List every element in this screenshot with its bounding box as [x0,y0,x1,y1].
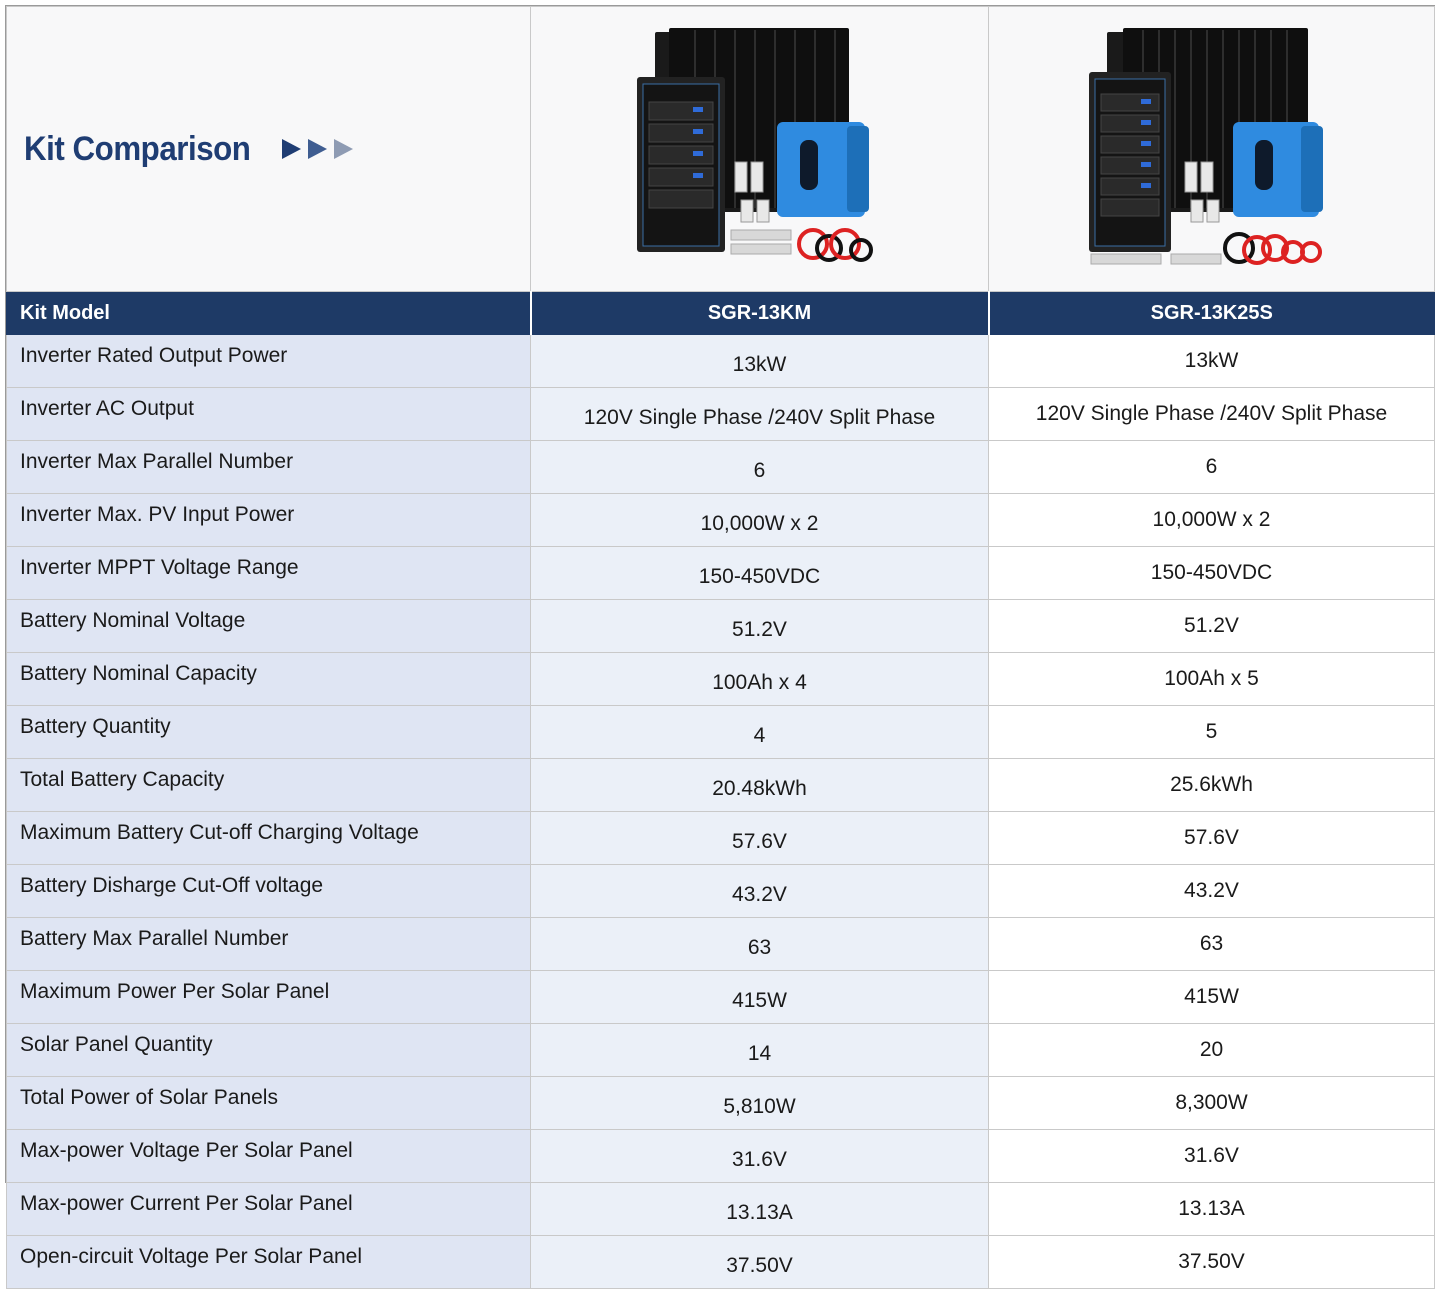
spec-label: Max-power Current Per Solar Panel [6,1182,531,1236]
spec-label: Inverter AC Output [6,387,531,441]
spec-label: Open-circuit Voltage Per Solar Panel [6,1235,531,1289]
table-row: Inverter MPPT Voltage Range 150-450VDC 150… [6,546,1435,600]
header-row: Kit Model SGR-13KM SGR-13K25S [6,291,1435,335]
page-title: Kit Comparison [24,130,360,169]
triple-arrow-icon [282,139,360,159]
spec-value-1: 5,810W [530,1076,989,1130]
spec-value-2: 31.6V [988,1129,1435,1183]
spec-value-1: 14 [530,1023,989,1077]
spec-label: Inverter Max Parallel Number [6,440,531,494]
table-row: Maximum Power Per Solar Panel 415W 415W [6,970,1435,1024]
spec-label: Inverter MPPT Voltage Range [6,546,531,600]
table-row: Battery Nominal Capacity 100Ah x 4 100Ah x… [6,652,1435,706]
spec-value-1: 63 [530,917,989,971]
page-title-text: Kit Comparison [24,129,251,168]
table-row: Battery Disharge Cut-Off voltage 43.2V 43.… [6,864,1435,918]
spec-value-1: 120V Single Phase /240V Split Phase [530,387,989,441]
spec-label: Maximum Battery Cut-off Charging Voltage [6,811,531,865]
comparison-sheet: Kit Comparison [5,5,1435,1289]
spec-value-2: 43.2V [988,864,1435,918]
table-row: Total Battery Capacity 20.48kWh 25.6kWh [6,758,1435,812]
spec-value-2: 10,000W x 2 [988,493,1435,547]
spec-label: Battery Nominal Capacity [6,652,531,706]
spec-label: Maximum Power Per Solar Panel [6,970,531,1024]
model-name-1: SGR-13KM [529,291,989,335]
spec-value-1: 13.13A [530,1182,989,1236]
spec-label: Battery Max Parallel Number [6,917,531,971]
spec-value-2: 37.50V [988,1235,1435,1289]
spec-label: Battery Nominal Voltage [6,599,531,653]
table-row: Open-circuit Voltage Per Solar Panel 37.5… [6,1235,1435,1289]
spec-value-2: 100Ah x 5 [988,652,1435,706]
spec-value-2: 150-450VDC [988,546,1435,600]
spec-label: Total Power of Solar Panels [6,1076,531,1130]
spec-value-1: 13kW [530,334,989,388]
table-row: Battery Nominal Voltage 51.2V 51.2V [6,599,1435,653]
title-cell: Kit Comparison [6,6,531,292]
spec-value-2: 13kW [988,334,1435,388]
table-row: Inverter Max Parallel Number 6 6 [6,440,1435,494]
product-image-cell-1 [530,6,989,292]
table-row: Maximum Battery Cut-off Charging Voltage… [6,811,1435,865]
spec-value-2: 20 [988,1023,1435,1077]
spec-value-2: 120V Single Phase /240V Split Phase [988,387,1435,441]
spec-value-2: 25.6kWh [988,758,1435,812]
spec-value-2: 63 [988,917,1435,971]
model-name-2: SGR-13K25S [987,291,1435,335]
spec-label: Solar Panel Quantity [6,1023,531,1077]
spec-value-1: 415W [530,970,989,1024]
spec-value-2: 57.6V [988,811,1435,865]
spec-value-2: 6 [988,440,1435,494]
kit-model-label: Kit Model [6,291,531,335]
spec-value-2: 5 [988,705,1435,759]
table-row: Inverter AC Output 120V Single Phase /240… [6,387,1435,441]
spec-value-1: 6 [530,440,989,494]
spec-label: Battery Disharge Cut-Off voltage [6,864,531,918]
spec-label: Battery Quantity [6,705,531,759]
product-kit-image [636,27,873,262]
table-row: Solar Panel Quantity 14 20 [6,1023,1435,1077]
spec-label: Inverter Rated Output Power [6,334,531,388]
comparison-table: Kit Comparison [6,6,1435,1289]
table-row: Battery Max Parallel Number 63 63 [6,917,1435,971]
product-image-cell-2 [988,6,1435,292]
hero-row: Kit Comparison [6,6,1435,292]
spec-value-1: 150-450VDC [530,546,989,600]
spec-value-1: 57.6V [530,811,989,865]
product-kit-image [1088,27,1323,265]
table-row: Total Power of Solar Panels 5,810W 8,300W [6,1076,1435,1130]
table-row: Max-power Current Per Solar Panel 13.13A 1… [6,1182,1435,1236]
spec-label: Inverter Max. PV Input Power [6,493,531,547]
table-row: Max-power Voltage Per Solar Panel 31.6V 31… [6,1129,1435,1183]
spec-value-2: 13.13A [988,1182,1435,1236]
spec-label: Total Battery Capacity [6,758,531,812]
spec-value-2: 8,300W [988,1076,1435,1130]
spec-value-2: 51.2V [988,599,1435,653]
spec-value-1: 100Ah x 4 [530,652,989,706]
spec-value-1: 4 [530,705,989,759]
table-row: Battery Quantity 4 5 [6,705,1435,759]
spec-value-1: 20.48kWh [530,758,989,812]
spec-value-1: 10,000W x 2 [530,493,989,547]
table-row: Inverter Rated Output Power 13kW 13kW [6,334,1435,388]
spec-value-1: 37.50V [530,1235,989,1289]
spec-value-2: 415W [988,970,1435,1024]
spec-value-1: 31.6V [530,1129,989,1183]
spec-value-1: 43.2V [530,864,989,918]
spec-label: Max-power Voltage Per Solar Panel [6,1129,531,1183]
spec-value-1: 51.2V [530,599,989,653]
